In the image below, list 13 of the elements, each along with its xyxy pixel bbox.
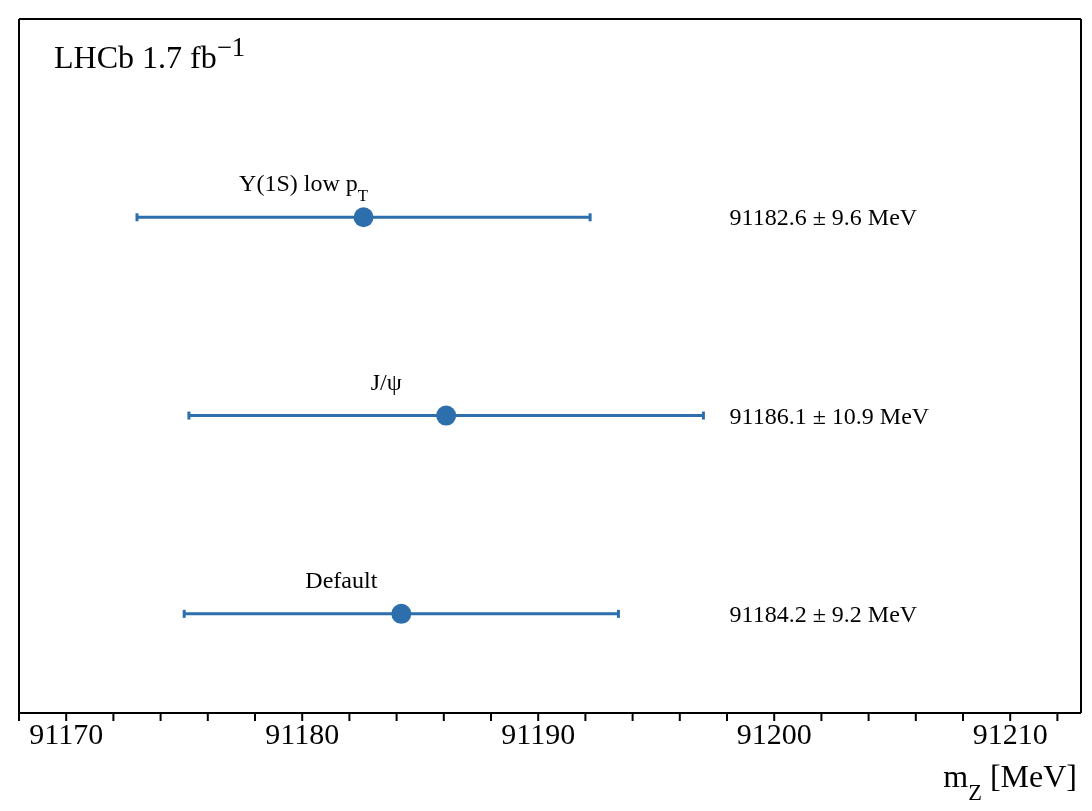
- x-tick-label: 91180: [265, 717, 340, 751]
- x-tick-label: 91190: [501, 717, 576, 751]
- annotation: LHCb 1.7 fb$^{−1}$: [54, 32, 246, 76]
- annotation: 91186.1 ± 10.9 MeV: [729, 402, 930, 429]
- y-tick-label: J/ψ: [370, 368, 402, 395]
- annotation: 91182.6 ± 9.6 MeV: [729, 204, 918, 231]
- x-tick-label: 91200: [736, 717, 812, 751]
- x-tick-label: 91170: [29, 717, 104, 751]
- x-axis-title: m$_{Z}$ [MeV]: [943, 758, 1077, 805]
- x-tick-label: 91210: [972, 717, 1048, 751]
- annotation: 91184.2 ± 9.2 MeV: [729, 600, 918, 627]
- y-tick-label: Default: [305, 566, 378, 593]
- y-tick-label: Υ(1S) low p$_{T}$: [239, 170, 369, 205]
